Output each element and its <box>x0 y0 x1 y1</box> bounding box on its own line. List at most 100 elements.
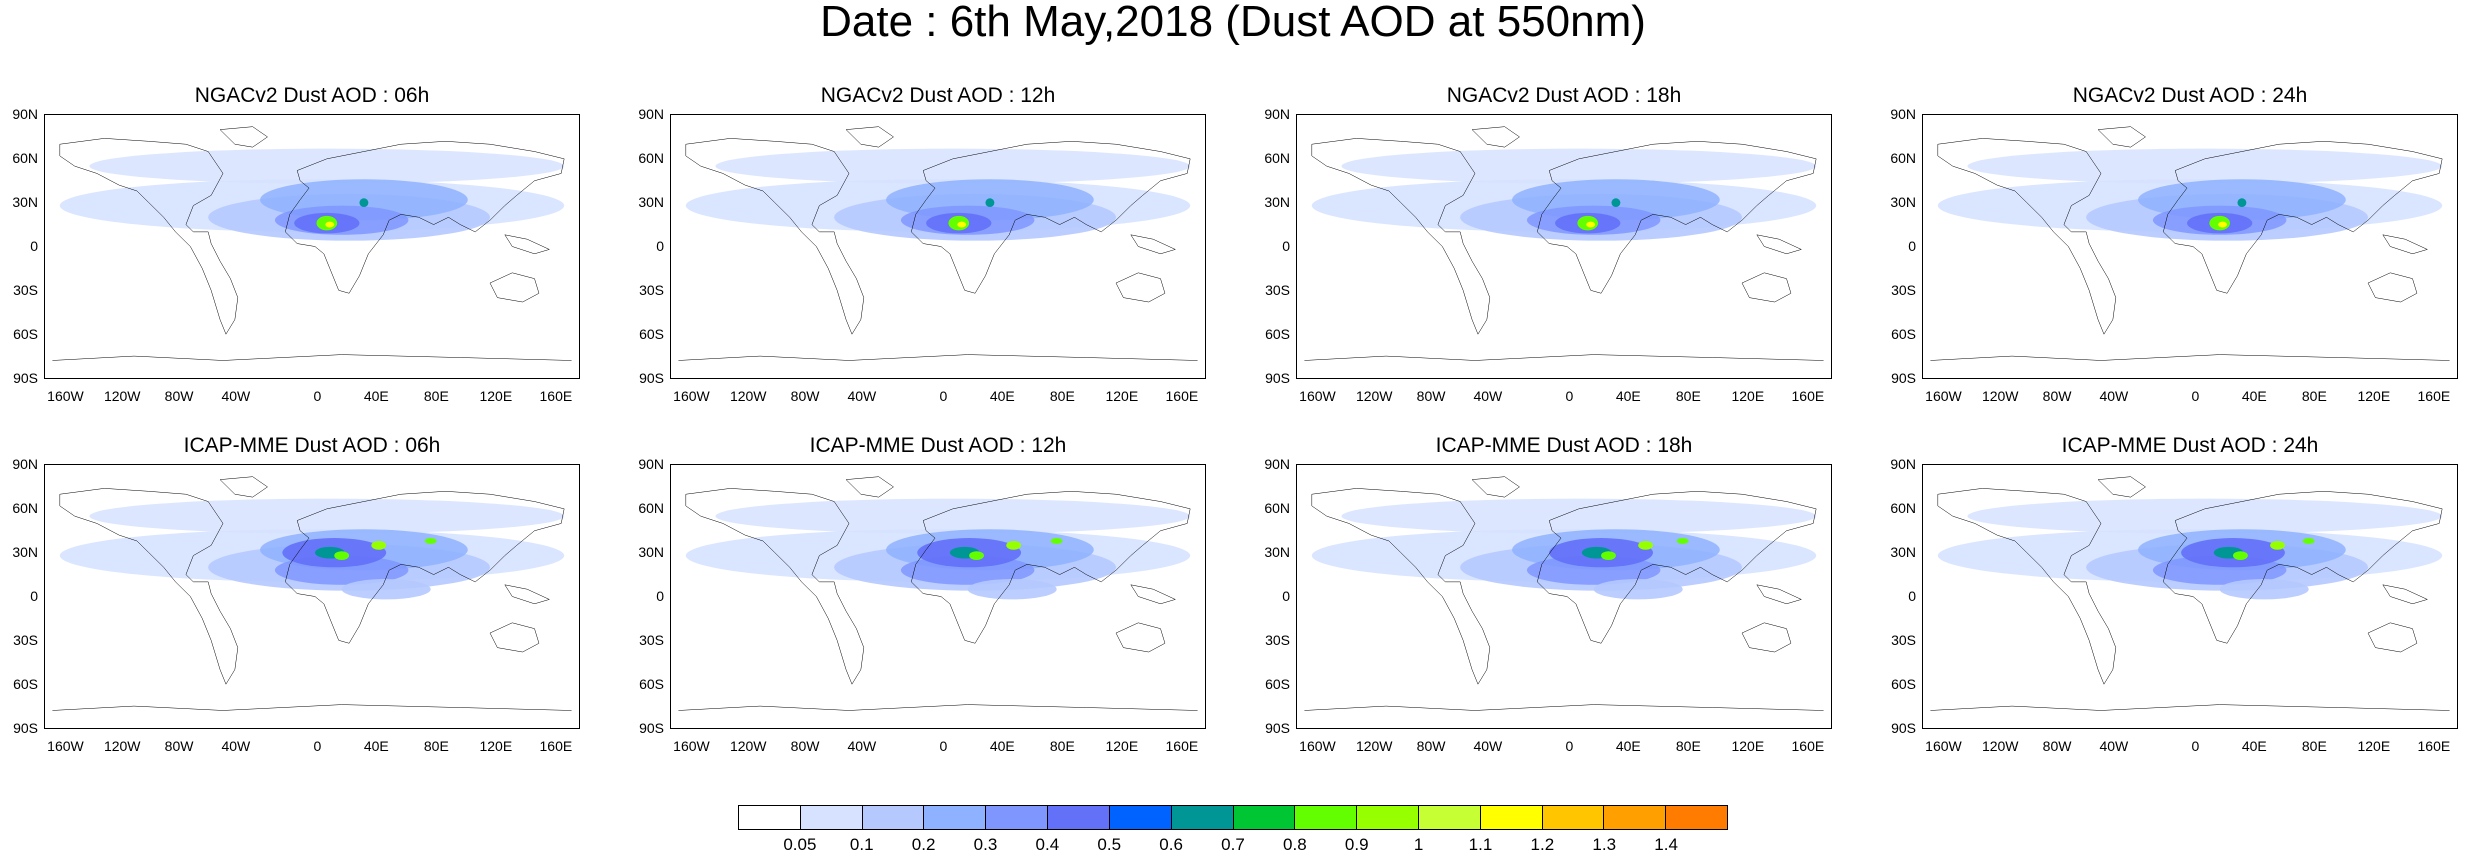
coastline <box>1930 355 2449 361</box>
colorbar-tick-label: 0.05 <box>783 835 817 854</box>
latitude-label: 30S <box>639 282 664 298</box>
dust-aod-region <box>715 148 1191 184</box>
coastline <box>2163 491 2442 643</box>
latitude-label: 0 <box>656 588 664 604</box>
longitude-label: 40E <box>989 738 1015 754</box>
coastline <box>1930 705 2449 711</box>
latitude-label: 30N <box>638 194 664 210</box>
colorbar-tick-label: 0.2 <box>911 835 936 854</box>
longitude-label: 120E <box>479 388 513 404</box>
figure-title: Date : 6th May,2018 (Dust AOD at 550nm) <box>820 0 1646 46</box>
coastline <box>678 355 1197 361</box>
dust-aod-region <box>2218 221 2228 228</box>
latitude-label: 90S <box>13 720 38 736</box>
longitude-label: 80W <box>790 738 820 754</box>
panel-title: NGACv2 Dust AOD : 06h <box>194 84 430 107</box>
latitude-label: 90N <box>12 106 38 122</box>
latitude-label: 30N <box>12 544 38 560</box>
longitude-label: 0 <box>1565 388 1574 404</box>
latitude-label: 90S <box>1891 720 1916 736</box>
aod-colorbar <box>738 805 1728 830</box>
longitude-label: 120E <box>2357 388 2391 404</box>
coastline <box>1938 488 2116 684</box>
dust-aod-region <box>969 551 984 560</box>
latitude-label: 90N <box>1264 106 1290 122</box>
longitude-label: 160W <box>1925 738 1962 754</box>
coastline <box>1116 273 1165 302</box>
coastline <box>52 355 571 361</box>
dust-aod-region <box>1586 221 1596 228</box>
latitude-label: 90N <box>1264 456 1290 472</box>
longitude-label: 40W <box>847 738 877 754</box>
dust-aod-region <box>2270 540 2285 550</box>
colorbar-swatch <box>800 806 863 829</box>
colorbar-swatch <box>1604 806 1667 829</box>
latitude-label: 60N <box>1264 500 1290 516</box>
colorbar-tick-label: 1.1 <box>1468 835 1493 854</box>
latitude-label: 0 <box>1908 238 1916 254</box>
coastline <box>1116 623 1165 652</box>
longitude-label: 160E <box>1165 738 1199 754</box>
longitude-label: 120W <box>1355 388 1393 404</box>
longitude-label: 80E <box>1049 388 1075 404</box>
colorbar-tick-label: 0.7 <box>1221 835 1245 854</box>
coastline <box>220 127 267 147</box>
coastline <box>911 141 1190 293</box>
longitude-label: 80W <box>1416 388 1446 404</box>
world-map <box>1923 115 2457 378</box>
latitude-label: 90S <box>639 720 664 736</box>
dust-aod-region <box>2219 578 2309 600</box>
map-frame <box>44 114 580 379</box>
colorbar-swatch <box>1109 806 1172 829</box>
longitude-label: 40W <box>1473 388 1503 404</box>
dust-aod-region <box>359 198 369 208</box>
latitude-label: 60N <box>12 500 38 516</box>
coastline <box>2368 273 2417 302</box>
dust-aod-region <box>2237 198 2247 208</box>
coastline <box>52 705 571 711</box>
longitude-label: 160W <box>47 738 84 754</box>
latitude-label: 0 <box>656 238 664 254</box>
longitude-label: 80E <box>423 388 449 404</box>
coastline <box>1742 623 1791 652</box>
latitude-label: 30N <box>1890 544 1916 560</box>
colorbar-tick-label: 0.9 <box>1344 835 1369 854</box>
longitude-label: 0 <box>313 388 322 404</box>
map-panel: NGACv2 Dust AOD : 06h 90N 60N 30N 0 30S 60S 90S… <box>12 84 580 403</box>
dust-aod-region <box>2233 551 2248 560</box>
latitude-label: 30N <box>12 194 38 210</box>
colorbar-swatch <box>1357 806 1419 829</box>
latitude-label: 0 <box>30 588 38 604</box>
longitude-label: 40W <box>221 388 251 404</box>
coastline <box>285 141 564 293</box>
dust-aod-region <box>1050 538 1063 544</box>
coastline <box>2163 141 2442 293</box>
longitude-label: 120E <box>1105 738 1139 754</box>
latitude-label: 0 <box>30 238 38 254</box>
map-panel: ICAP-MME Dust AOD : 12h 90N 60N 30N 0 30S 60S 9… <box>638 434 1206 753</box>
coastline <box>1312 488 1490 684</box>
coastline <box>911 491 1190 643</box>
panel-title: NGACv2 Dust AOD : 12h <box>820 84 1056 107</box>
panel-title: NGACv2 Dust AOD : 24h <box>2072 84 2308 107</box>
map-panel: ICAP-MME Dust AOD : 18h 90N 60N 30N 0 30S 60S 9… <box>1264 434 1832 753</box>
longitude-label: 120W <box>103 738 141 754</box>
longitude-label: 80E <box>2301 388 2327 404</box>
longitude-label: 80W <box>164 388 194 404</box>
colorbar-swatch <box>1233 806 1296 829</box>
coastline <box>846 127 893 147</box>
colorbar-swatch <box>1542 806 1605 829</box>
map-panel: NGACv2 Dust AOD : 12h 90N 60N 30N 0 30S 60S 90S… <box>638 84 1206 403</box>
latitude-label: 90S <box>13 370 38 386</box>
colorbar-tick-label: 0.5 <box>1097 835 1122 854</box>
latitude-label: 0 <box>1908 588 1916 604</box>
colorbar-swatch <box>924 806 987 829</box>
latitude-label: 60N <box>638 500 664 516</box>
panel-title: ICAP-MME Dust AOD : 18h <box>1435 434 1693 457</box>
longitude-label: 40W <box>221 738 251 754</box>
dust-aod-region <box>1601 551 1616 560</box>
coastline <box>2383 235 2428 254</box>
colorbar-swatch <box>739 806 801 829</box>
latitude-label: 60S <box>1891 326 1916 342</box>
colorbar-swatch <box>1480 806 1543 829</box>
